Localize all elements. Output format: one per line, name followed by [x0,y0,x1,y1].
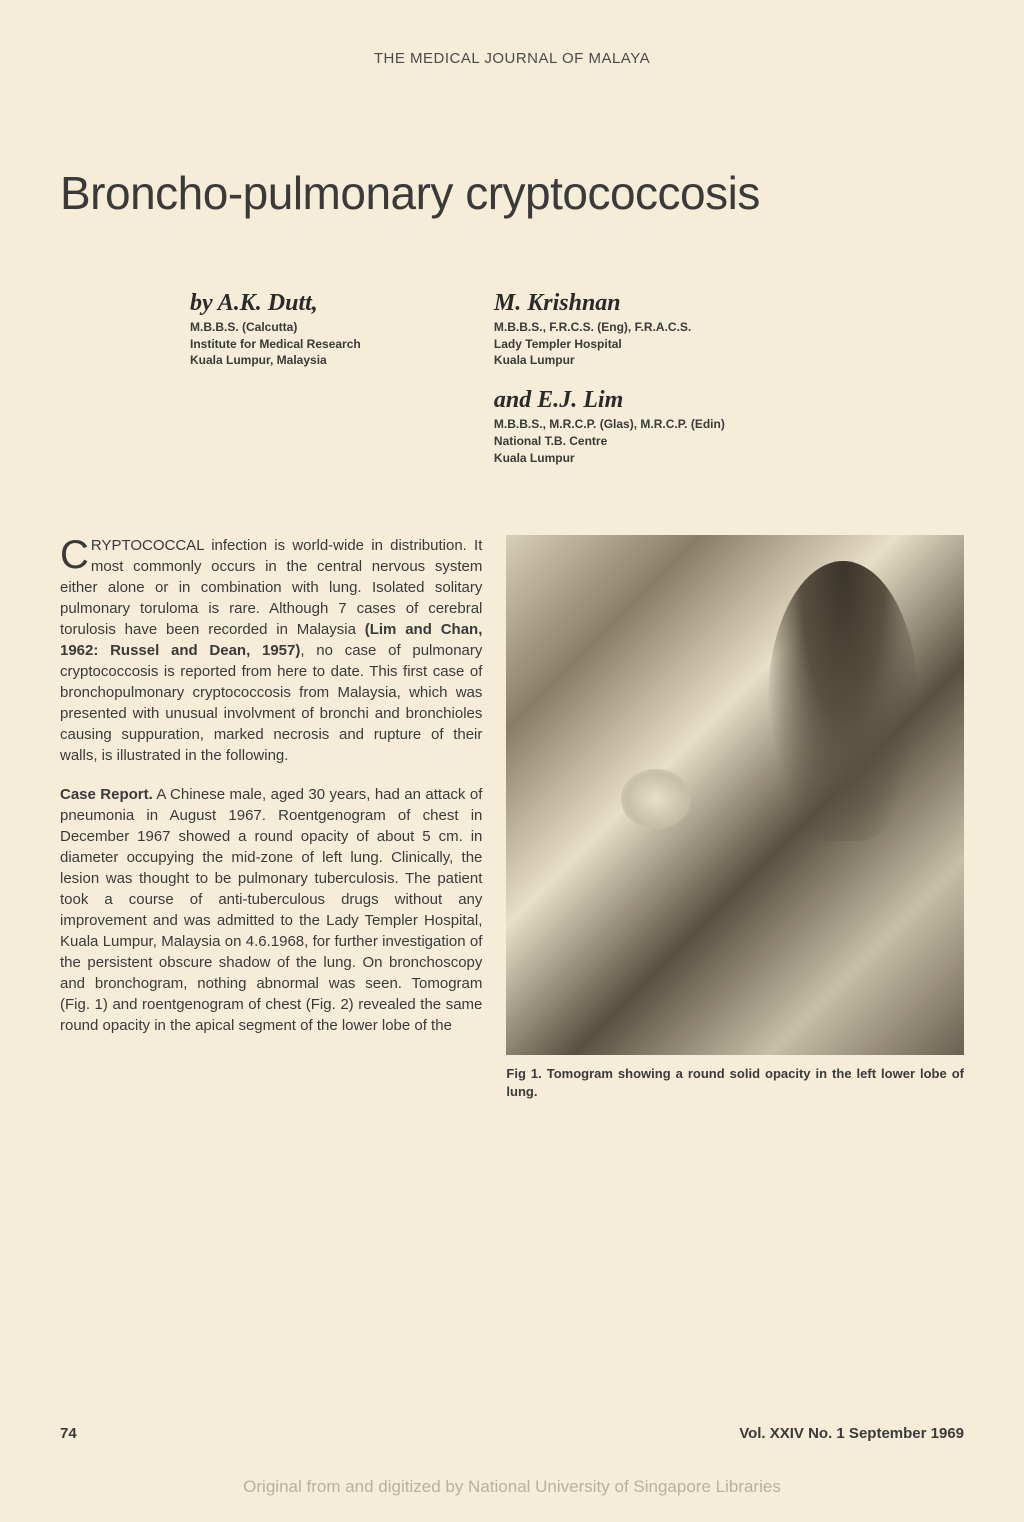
page-number: 74 [60,1425,77,1442]
author-credentials-3c: Kuala Lumpur [494,450,964,467]
author-credentials-1c: Kuala Lumpur, Malaysia [190,352,474,369]
author-block-1: by A.K. Dutt, M.B.B.S. (Calcutta) Instit… [190,290,474,369]
author-credentials-2b: Lady Templer Hospital [494,336,964,353]
author-column-left: by A.K. Dutt, M.B.B.S. (Calcutta) Instit… [60,290,494,485]
case-report-label: Case Report. [60,786,153,803]
figure-1-image [506,535,964,1055]
page-footer: 74 Vol. XXIV No. 1 September 1969 [60,1425,964,1442]
authors-section: by A.K. Dutt, M.B.B.S. (Calcutta) Instit… [60,290,964,485]
journal-header: THE MEDICAL JOURNAL OF MALAYA [60,50,964,67]
author-credentials-1a: M.B.B.S. (Calcutta) [190,319,474,336]
author-column-right: M. Krishnan M.B.B.S., F.R.C.S. (Eng), F.… [494,290,964,485]
author-credentials-3a: M.B.B.S., M.R.C.P. (Glas), M.R.C.P. (Edi… [494,416,964,433]
author-byline-1: by A.K. Dutt, [190,290,474,317]
text-column: CRYPTOCOCCAL infection is world-wide in … [60,535,482,1101]
author-name-2: M. Krishnan [494,290,964,317]
article-title: Broncho-pulmonary cryptococcosis [60,167,964,220]
author-credentials-2a: M.B.B.S., F.R.C.S. (Eng), F.R.A.C.S. [494,319,964,336]
paragraph-1: CRYPTOCOCCAL infection is world-wide in … [60,535,482,766]
figure-1-caption: Fig 1. Tomogram showing a round solid op… [506,1065,964,1101]
para1-text-2: , no case of pulmonary cryptococcosis is… [60,642,482,764]
digitization-notice: Original from and digitized by National … [0,1477,1024,1497]
paragraph-2: Case Report. A Chinese male, aged 30 yea… [60,784,482,1036]
para2-text: A Chinese male, aged 30 years, had an at… [60,786,482,1034]
volume-info: Vol. XXIV No. 1 September 1969 [739,1425,964,1442]
drop-cap: C [60,535,91,572]
author-credentials-2c: Kuala Lumpur [494,352,964,369]
author-block-3: and E.J. Lim M.B.B.S., M.R.C.P. (Glas), … [494,387,964,466]
author-credentials-3b: National T.B. Centre [494,433,964,450]
author-byline-3: and E.J. Lim [494,387,964,414]
figure-column: Fig 1. Tomogram showing a round solid op… [506,535,964,1101]
author-block-2: M. Krishnan M.B.B.S., F.R.C.S. (Eng), F.… [494,290,964,369]
content-columns: CRYPTOCOCCAL infection is world-wide in … [60,535,964,1101]
author-credentials-1b: Institute for Medical Research [190,336,474,353]
